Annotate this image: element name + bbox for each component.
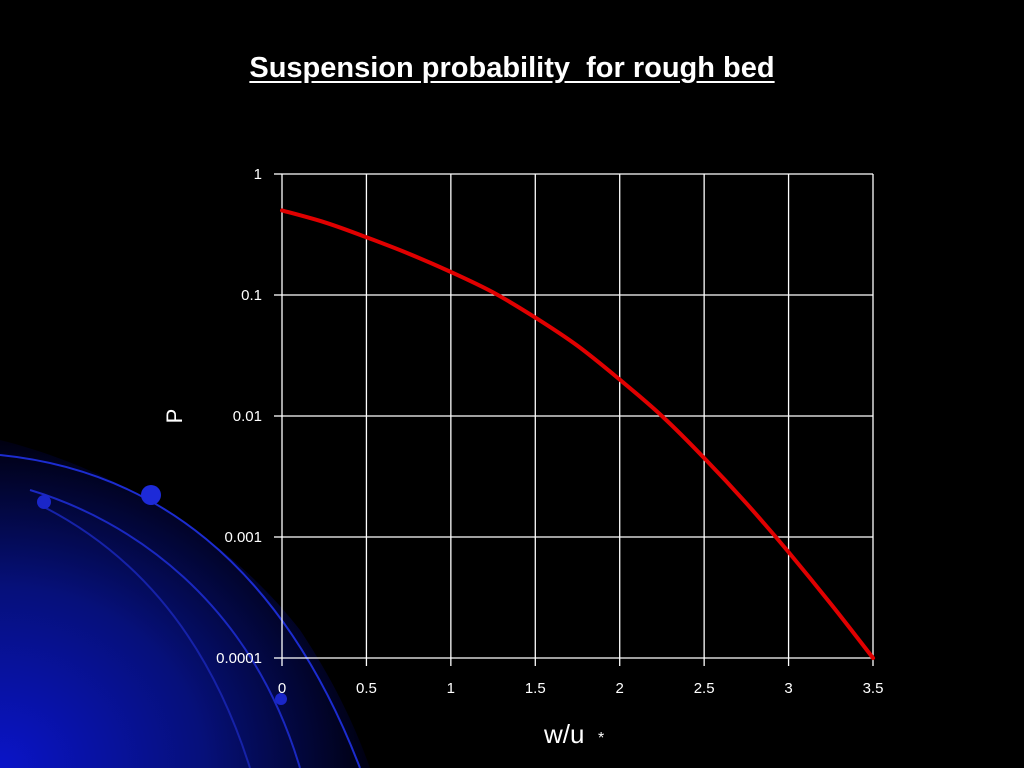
x-tick-label: 2.5 <box>694 680 715 697</box>
x-tick-label: 3 <box>784 680 792 697</box>
swoosh-arc-inner <box>39 504 251 768</box>
x-tick-label: 0 <box>278 680 286 697</box>
blue-swoosh-shape <box>0 440 370 768</box>
x-tick-label: 1 <box>447 680 455 697</box>
x-tick-label: 3.5 <box>863 680 884 697</box>
x-tick-label: 0.5 <box>356 680 377 697</box>
y-tick-label: 0.1 <box>241 287 262 304</box>
decorative-orb-small <box>37 495 51 509</box>
x-tick-label: 1.5 <box>525 680 546 697</box>
y-tick-label: 1 <box>254 166 262 183</box>
x-axis-label: w/u <box>543 719 584 749</box>
decorative-orb-large <box>141 485 161 505</box>
y-axis-label: P <box>162 409 187 424</box>
x-tick-label: 2 <box>616 680 624 697</box>
series-line <box>280 208 875 660</box>
y-tick-label: 0.01 <box>233 408 262 425</box>
swoosh-arc-middle <box>29 489 301 768</box>
swoosh-arc-outer <box>0 454 361 768</box>
y-tick-label: 0.0001 <box>216 650 262 667</box>
x-axis-label-subscript: * <box>598 730 604 747</box>
chart-title: Suspension probability for rough bed <box>249 52 775 84</box>
y-tick-label: 0.001 <box>224 529 262 546</box>
decorative-orb-bottom <box>275 693 287 705</box>
